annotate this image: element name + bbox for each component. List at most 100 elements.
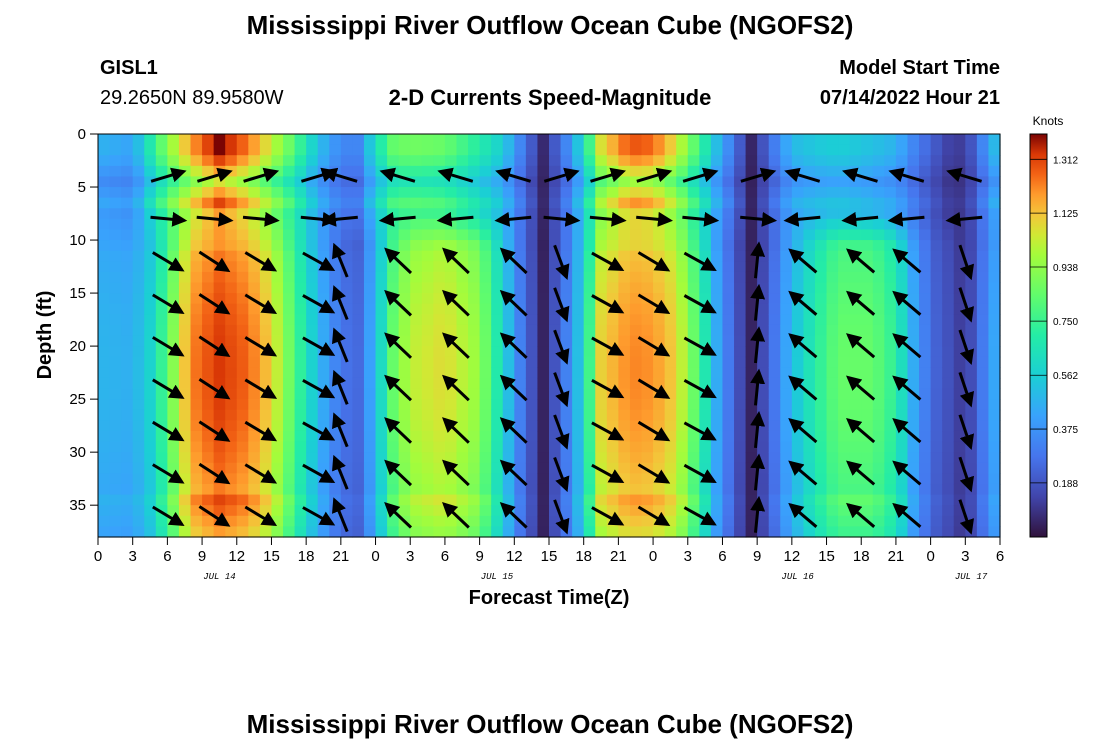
heatmap-cell <box>814 356 828 368</box>
colorbar-tick-label: 0.750 <box>1053 317 1078 328</box>
heatmap-cell <box>155 452 168 464</box>
current-vector-arrow <box>198 462 231 485</box>
heatmap-cell <box>734 271 747 284</box>
heatmap-cell <box>178 430 192 443</box>
heatmap-cell <box>121 165 134 178</box>
heatmap-cell <box>988 515 1001 527</box>
heatmap-cell <box>98 155 111 167</box>
heatmap-cell <box>699 282 712 294</box>
heatmap-cell <box>803 399 816 411</box>
heatmap-cell <box>363 515 377 527</box>
heatmap-cell <box>456 483 469 496</box>
heatmap-cell <box>710 505 724 517</box>
heatmap-cell <box>606 144 619 156</box>
heatmap-cell <box>306 134 319 146</box>
heatmap-cell <box>907 324 920 337</box>
heatmap-cell <box>109 409 122 421</box>
heatmap-cell <box>109 420 122 432</box>
heatmap-cell <box>433 197 446 209</box>
heatmap-cell <box>976 462 990 474</box>
heatmap-cell <box>629 240 643 252</box>
heatmap-cell <box>572 335 585 347</box>
heatmap-cell <box>468 441 481 453</box>
heatmap-cell <box>710 367 724 379</box>
heatmap-cell <box>259 134 273 146</box>
heatmap-cell <box>202 176 215 188</box>
colorbar-tick-label: 0.375 <box>1053 425 1078 436</box>
current-vector-arrow <box>543 211 581 227</box>
heatmap-cell <box>838 293 851 305</box>
heatmap-cell <box>549 197 562 209</box>
heatmap-cell <box>884 473 897 485</box>
current-vector-arrow <box>384 417 413 444</box>
heatmap-cell <box>988 218 1001 231</box>
heatmap-cell <box>664 356 677 368</box>
heatmap-cell <box>919 462 932 474</box>
heatmap-cell <box>780 462 793 474</box>
heatmap-cell <box>178 155 192 167</box>
heatmap-cell <box>502 452 515 464</box>
heatmap-cell <box>745 144 758 156</box>
heatmap-cell <box>664 367 677 379</box>
heatmap-cell <box>861 441 874 453</box>
heatmap-cell <box>734 346 747 358</box>
heatmap-cell <box>768 155 781 167</box>
heatmap-cell <box>190 388 203 400</box>
heatmap-cell <box>606 452 619 464</box>
heatmap-cell <box>514 420 527 432</box>
heatmap-cell <box>525 356 539 368</box>
x-tick-label: 3 <box>129 548 137 565</box>
heatmap-cell <box>687 430 700 443</box>
heatmap-cell <box>352 282 365 294</box>
heatmap-cell <box>444 155 458 167</box>
heatmap-cell <box>710 240 724 252</box>
heatmap-cell <box>375 250 388 262</box>
heatmap-cell <box>306 261 319 273</box>
heatmap-cell <box>687 314 700 326</box>
current-vector-arrow <box>332 285 349 321</box>
heatmap-cell <box>375 197 388 209</box>
heatmap-cell <box>895 515 909 527</box>
heatmap-cell <box>236 335 249 347</box>
heatmap-cell <box>306 367 319 379</box>
heatmap-cell <box>537 441 550 453</box>
heatmap-cell <box>317 483 330 496</box>
heatmap-cell <box>502 494 515 506</box>
heatmap-cell <box>109 261 122 273</box>
heatmap-cell <box>722 377 735 390</box>
heatmap-cell <box>861 282 874 294</box>
heatmap-cell <box>225 282 238 294</box>
heatmap-cell <box>190 346 203 358</box>
heatmap-cell <box>965 176 978 188</box>
heatmap-cell <box>190 441 203 453</box>
heatmap-cell <box>468 452 481 464</box>
heatmap-cell <box>306 515 319 527</box>
heatmap-cell <box>965 293 978 305</box>
heatmap-cell <box>259 314 273 326</box>
heatmap-cell <box>537 462 550 474</box>
heatmap-cell <box>421 229 434 241</box>
heatmap-cell <box>410 356 423 368</box>
heatmap-cell <box>791 324 805 337</box>
current-vector-arrow <box>553 372 570 408</box>
heatmap-cell <box>641 430 654 443</box>
heatmap-cell <box>340 494 354 506</box>
heatmap-cell <box>618 208 631 220</box>
current-vector-arrow <box>842 167 878 183</box>
heatmap-cell <box>202 356 215 368</box>
heatmap-cell <box>271 303 284 315</box>
heatmap-cell <box>895 324 909 337</box>
heatmap-cell <box>884 388 897 400</box>
heatmap-cell <box>363 314 377 326</box>
heatmap-cell <box>872 346 885 358</box>
heatmap-cell <box>352 526 365 538</box>
heatmap-cell <box>410 250 423 262</box>
heatmap-cell <box>907 218 920 231</box>
heatmap-cell <box>317 187 330 199</box>
heatmap-cell <box>676 208 689 220</box>
current-vector-arrow <box>244 336 278 357</box>
heatmap-cell <box>178 367 192 379</box>
heatmap-cell <box>329 515 342 527</box>
heatmap-cell <box>121 462 134 474</box>
heatmap-cell <box>919 367 932 379</box>
